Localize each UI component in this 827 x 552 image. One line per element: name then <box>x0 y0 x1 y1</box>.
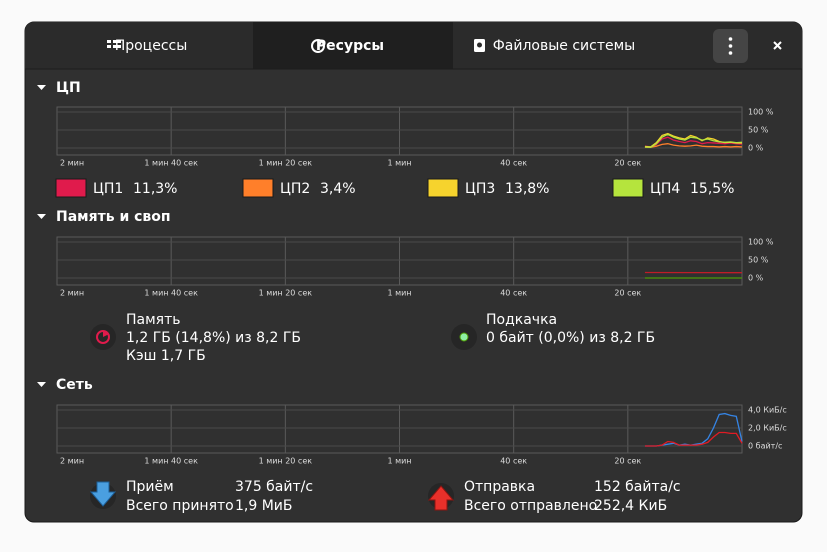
section-title: Память и своп <box>56 209 171 225</box>
x-tick-label: 40 сек <box>500 289 527 298</box>
receive-icon <box>89 481 117 509</box>
tab-label[interactable]: Ресурсы <box>316 38 384 54</box>
x-tick-label: 40 сек <box>500 457 527 466</box>
legend-name: ЦП2 <box>280 181 310 197</box>
legend-name: ЦП4 <box>650 181 680 197</box>
x-tick-label: 1 мин 20 сек <box>259 457 313 466</box>
item-line: 0 байт (0,0%) из 8,2 ГБ <box>486 330 655 346</box>
expander-arrow <box>37 214 46 219</box>
item-title: Память <box>126 312 181 328</box>
y-tick-label: 0 байт/с <box>748 442 782 451</box>
series-line <box>644 133 743 148</box>
item-label: Всего принято <box>126 498 234 514</box>
y-tick-label: 4,0 КиБ/с <box>748 406 787 415</box>
legend-swatch[interactable] <box>427 178 459 198</box>
x-tick-label: 20 сек <box>614 457 641 466</box>
legend-swatch[interactable] <box>242 178 274 198</box>
x-tick-label: 20 сек <box>614 289 641 298</box>
x-tick-label: 1 мин <box>387 289 411 298</box>
item-value: 252,4 КиБ <box>594 498 667 514</box>
series-line <box>644 143 743 148</box>
series-line <box>644 136 743 148</box>
tab-label[interactable]: Файловые системы <box>493 38 636 54</box>
x-tick-label: 1 мин <box>387 457 411 466</box>
y-tick-label: 100 % <box>748 238 774 247</box>
legend-value: 13,8% <box>505 181 549 197</box>
item-label: Отправка <box>464 479 535 495</box>
x-tick-label: 1 мин 40 сек <box>144 457 198 466</box>
memory-icon <box>90 324 116 350</box>
legend-value: 11,3% <box>133 181 177 197</box>
legend-name: ЦП1 <box>93 181 123 197</box>
section-title: Сеть <box>56 377 93 393</box>
x-tick-label: 1 мин 20 сек <box>259 159 313 168</box>
expander-arrow <box>37 382 46 387</box>
series-line <box>644 431 743 447</box>
tab-icon-fs <box>474 39 485 52</box>
section-title: ЦП <box>56 80 81 96</box>
y-tick-label: 50 % <box>748 256 769 265</box>
tab-icon-processes <box>107 40 121 48</box>
swap-icon <box>451 324 477 350</box>
item-label: Всего отправлено <box>464 498 597 514</box>
menu-icon <box>728 37 733 55</box>
x-tick-label: 2 мин <box>60 457 84 466</box>
item-label: Приём <box>126 479 174 495</box>
legend-value: 3,4% <box>320 181 356 197</box>
item-value: 375 байт/с <box>235 479 313 495</box>
y-tick-label: 50 % <box>748 126 769 135</box>
active-tab-bg <box>253 22 453 69</box>
legend-swatch[interactable] <box>612 178 644 198</box>
y-tick-label: 100 % <box>748 108 774 117</box>
expander-arrow <box>37 85 46 90</box>
item-title: Подкачка <box>486 312 557 328</box>
x-tick-label: 1 мин 40 сек <box>144 289 198 298</box>
item-value: 1,9 МиБ <box>235 498 293 514</box>
y-tick-label: 0 % <box>748 144 764 153</box>
tab-icon-resources <box>311 39 325 53</box>
x-tick-label: 2 мин <box>60 289 84 298</box>
tab-label[interactable]: Процессы <box>115 38 188 54</box>
close-button[interactable] <box>773 41 782 50</box>
y-tick-label: 2,0 КиБ/с <box>748 424 787 433</box>
item-value: 152 байта/с <box>594 479 681 495</box>
y-tick-label: 0 % <box>748 274 764 283</box>
x-tick-label: 1 мин 20 сек <box>259 289 313 298</box>
x-tick-label: 2 мин <box>60 159 84 168</box>
item-line: Кэш 1,7 ГБ <box>126 348 206 364</box>
x-tick-label: 1 мин <box>387 159 411 168</box>
legend-swatch[interactable] <box>55 178 87 198</box>
x-tick-label: 1 мин 40 сек <box>144 159 198 168</box>
send-icon <box>427 483 455 511</box>
legend-name: ЦП3 <box>465 181 495 197</box>
x-tick-label: 20 сек <box>614 159 641 168</box>
item-line: 1,2 ГБ (14,8%) из 8,2 ГБ <box>126 330 301 346</box>
legend-value: 15,5% <box>690 181 734 197</box>
x-tick-label: 40 сек <box>500 159 527 168</box>
